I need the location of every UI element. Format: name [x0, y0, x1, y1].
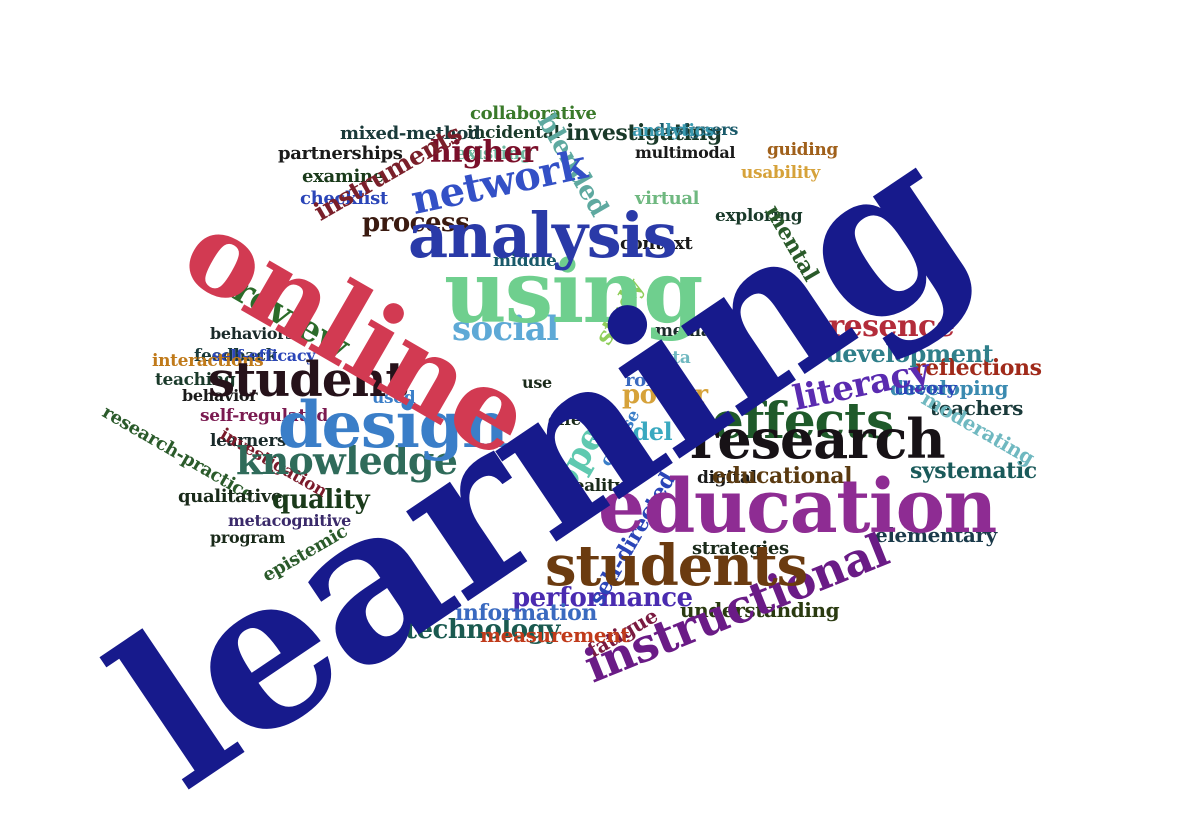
cloud-word: knowledge	[236, 438, 458, 483]
cloud-word: developing	[890, 376, 1009, 400]
cloud-word: multimodal	[635, 143, 736, 162]
cloud-word: mixed-method	[340, 123, 481, 144]
cloud-word: guiding	[767, 140, 838, 160]
cloud-word: theory	[894, 378, 957, 399]
cloud-word: information	[455, 600, 597, 626]
cloud-word: investigating	[566, 120, 722, 146]
cloud-word: usability	[741, 163, 820, 183]
cloud-word: effects	[712, 391, 894, 450]
cloud-word: development	[826, 339, 994, 368]
cloud-word: reflections	[914, 355, 1042, 381]
cloud-word: student	[208, 352, 408, 408]
cloud-word: design	[278, 388, 509, 463]
cloud-word: systematic	[910, 458, 1037, 484]
cloud-word: effect	[548, 410, 598, 429]
cloud-word: exploring	[715, 206, 803, 226]
cloud-word: education	[598, 464, 997, 550]
cloud-word: media	[655, 321, 712, 341]
cloud-word: reality	[565, 476, 625, 496]
cloud-word: presence	[808, 309, 955, 344]
cloud-word: behavior	[182, 386, 258, 405]
cloud-word: data	[650, 348, 691, 368]
cloud-word: students	[545, 533, 808, 599]
cloud-word: used	[372, 388, 416, 408]
cloud-word: learners	[210, 431, 287, 451]
cloud-word: understanding	[680, 598, 840, 622]
cloud-word: self-regulated	[200, 406, 328, 426]
cloud-word: incidental	[467, 123, 560, 143]
cloud-word: higher	[430, 135, 538, 170]
cloud-word: model	[592, 417, 673, 446]
cloud-word: metacognitive	[228, 511, 351, 530]
cloud-word: self-efficacy	[212, 346, 316, 365]
cloud-word: analysis	[408, 199, 678, 272]
cloud-word: teachers	[930, 396, 1023, 420]
cloud-word: existing	[455, 143, 533, 164]
cloud-word: context	[620, 233, 693, 254]
cloud-word: collaborative	[470, 103, 597, 124]
cloud-word: behaviors	[210, 324, 294, 343]
cloud-word: virtual	[635, 188, 700, 209]
cloud-word: role	[625, 370, 664, 391]
cloud-word: program	[210, 528, 285, 547]
cloud-word: analytics	[632, 121, 714, 141]
cloud-word: checklist	[300, 188, 388, 209]
cloud-word: process	[362, 208, 470, 238]
cloud-word: middle	[493, 251, 557, 271]
cloud-word: feedback	[194, 346, 278, 366]
cloud-word: measurement	[480, 623, 630, 647]
cloud-word: teaching	[155, 370, 236, 390]
cloud-word: social	[452, 309, 559, 349]
cloud-word: qualitative	[178, 486, 283, 507]
cloud-word: partnerships	[278, 143, 403, 164]
cloud-word: digital	[697, 468, 757, 488]
cloud-word: research	[690, 407, 946, 471]
cloud-word: use	[522, 373, 552, 392]
cloud-word: strategies	[692, 538, 789, 559]
cloud-word: power	[622, 380, 708, 410]
cloud-word: elementary	[875, 523, 997, 547]
cloud-word: technology	[405, 615, 560, 645]
cloud-word: designers	[654, 120, 739, 139]
cloud-word: examine	[302, 166, 384, 187]
cloud-word: interactions	[152, 351, 264, 371]
cloud-word: quality	[272, 485, 370, 515]
cloud-word: educational	[712, 463, 852, 489]
cloud-word: using	[444, 242, 703, 343]
cloud-word: performance	[512, 583, 693, 613]
